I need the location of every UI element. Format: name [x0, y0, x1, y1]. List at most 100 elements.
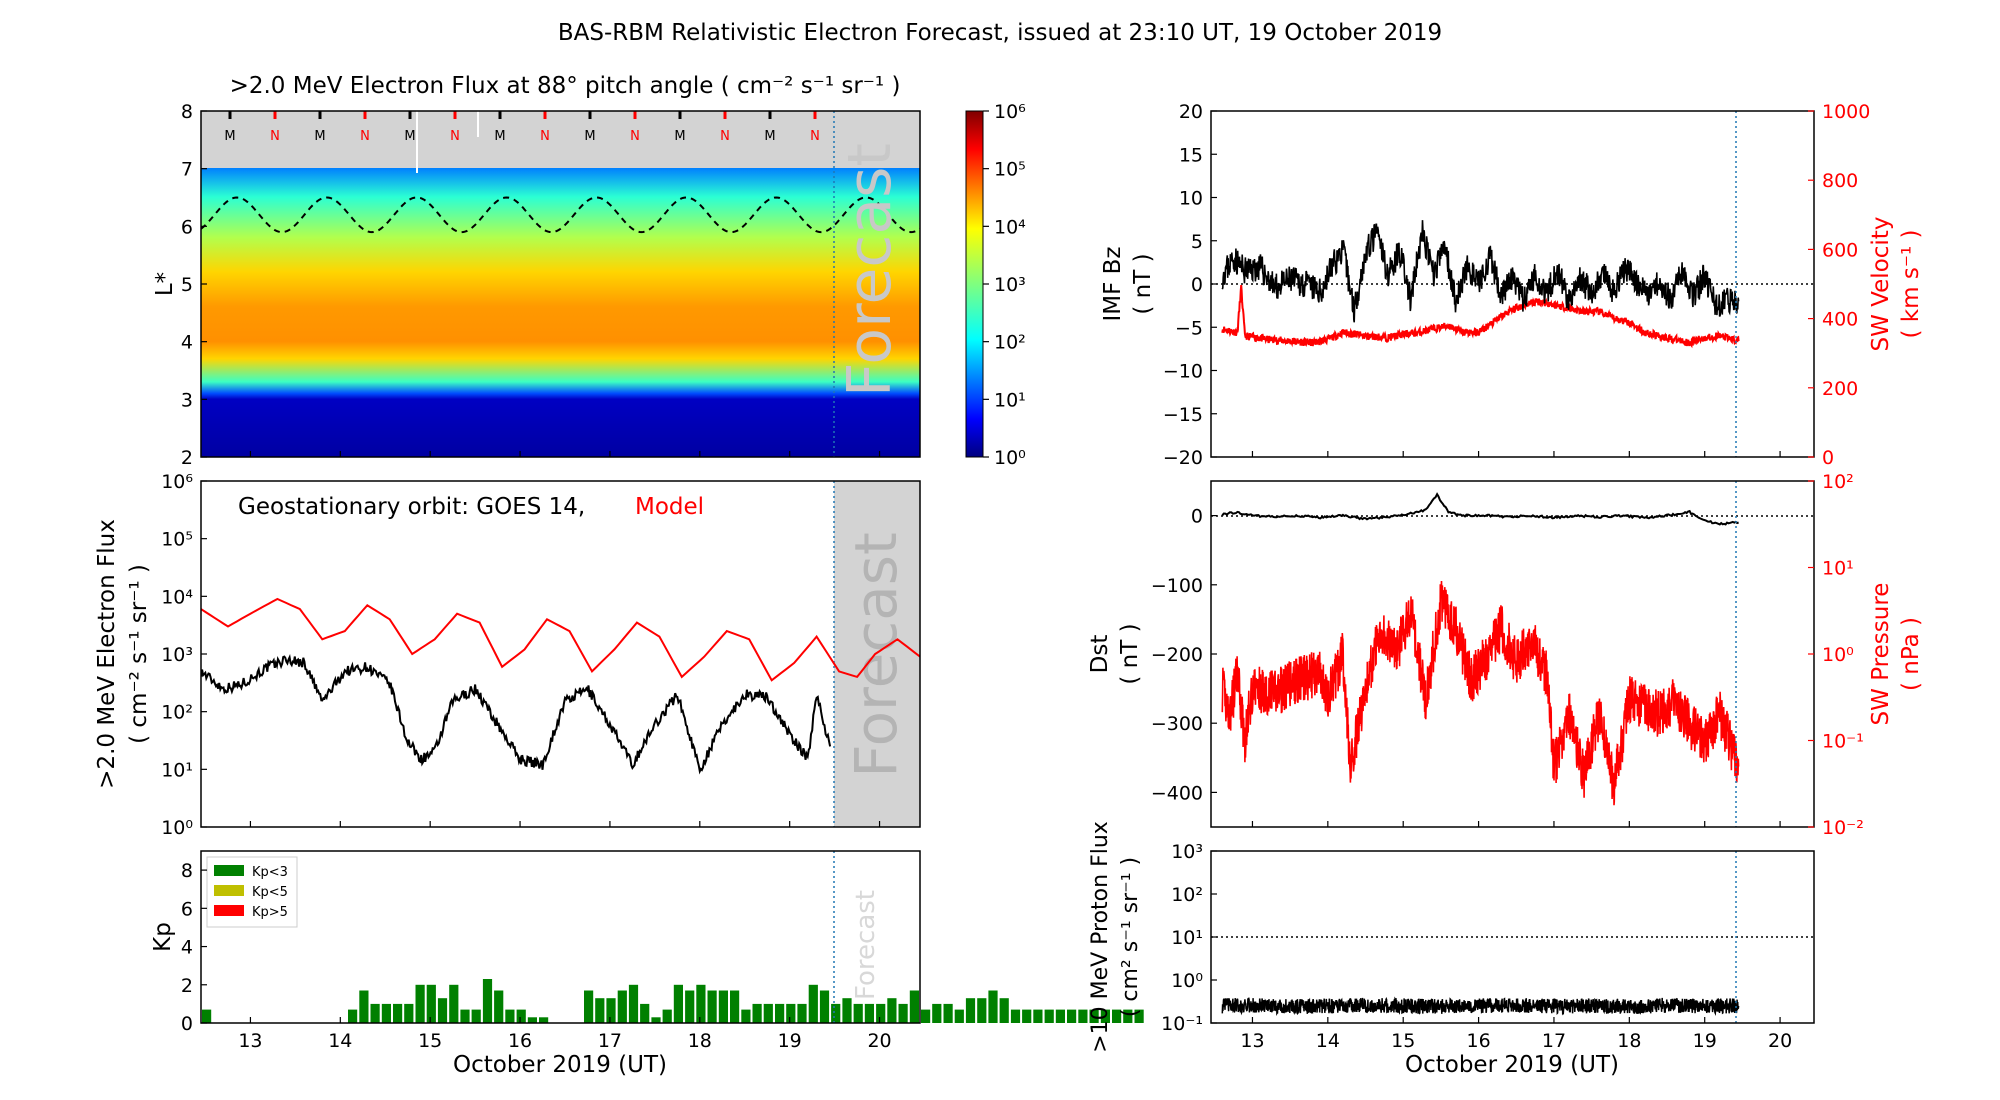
kp-bar [1089, 1009, 1099, 1023]
kp-bar [786, 1003, 796, 1023]
heatmap-forecast-label: Forecast [835, 143, 905, 397]
proton-y-axis: 10⁻¹ 10⁰ 10¹ 10² 10³ [1161, 841, 1217, 1035]
geo-y-axis: 10⁰ 10¹ 10² 10³ 10⁴ 10⁵ 10⁶ [161, 471, 207, 839]
y-tick-label: 10¹ [1171, 927, 1203, 949]
kp-bar [887, 998, 897, 1023]
colorbar-tick-label: 10² [994, 332, 1026, 354]
imf-series [1221, 220, 1740, 349]
kp-bar [415, 984, 425, 1023]
right-xlabel: October 2019 (UT) [1405, 1052, 1619, 1078]
kp-bar [797, 1003, 807, 1023]
y-tick-label: 7 [181, 159, 193, 181]
y-tick-label: 10³ [1171, 841, 1203, 863]
kp-legend-swatch-low [214, 865, 244, 876]
geo-annotation-model: Model [635, 494, 704, 520]
kp-bar [1078, 1009, 1088, 1023]
kp-bar [1134, 1009, 1144, 1023]
y-tick-label: 10² [1822, 471, 1854, 493]
y-tick-label: 0 [1191, 274, 1203, 296]
heatmap-y-axis: 2 3 4 5 6 7 8 [181, 101, 207, 469]
kp-bar [505, 1009, 515, 1023]
x-tick-label: 15 [1391, 1030, 1415, 1052]
y-tick-label: 10⁰ [1171, 970, 1203, 992]
kp-bar [853, 1003, 863, 1023]
y-tick-label: 10² [161, 702, 193, 724]
colorbar-tick-label: 10⁵ [994, 159, 1026, 181]
imf-ylabel-units: ( nT ) [1130, 253, 1156, 314]
y-tick-label: −20 [1163, 447, 1203, 469]
kp-bar [1033, 1009, 1043, 1023]
y-tick-label: 400 [1822, 309, 1858, 331]
geo-ylabel: >2.0 MeV Electron Flux [94, 519, 120, 789]
y-tick-label: 8 [181, 860, 193, 882]
imf-ylabel-right: SW Velocity [1868, 217, 1894, 352]
kp-bar [471, 1009, 481, 1023]
x-tick-label: 20 [867, 1030, 891, 1052]
kp-bar [516, 1009, 526, 1023]
kp-bar [1055, 1009, 1065, 1023]
y-tick-label: 10¹ [1822, 558, 1854, 580]
kp-bar [651, 1017, 661, 1023]
x-tick-label: 13 [1240, 1030, 1264, 1052]
kp-bar [617, 990, 627, 1023]
kp-bars [202, 979, 1144, 1023]
geo-forecast-label: Forecast [842, 532, 910, 777]
y-tick-label: −400 [1151, 782, 1203, 804]
proton-series [1221, 996, 1740, 1017]
y-tick-label: 2 [181, 447, 193, 469]
proton-x-axis: 13 14 15 16 17 18 19 20 [1240, 1017, 1792, 1052]
orbit-marker-label: N [630, 129, 640, 144]
y-tick-label: −15 [1163, 404, 1203, 426]
x-tick-label: 17 [598, 1030, 622, 1052]
dst-ylabel-right: SW Pressure [1868, 583, 1894, 726]
kp-bar [1044, 1009, 1054, 1023]
orbit-marker-label: M [314, 129, 325, 144]
kp-bar [381, 1003, 391, 1023]
geo-ylabel-units: ( cm⁻² s⁻¹ sr⁻¹ ) [126, 564, 152, 744]
kp-bar [954, 1009, 964, 1023]
y-tick-label: 10⁵ [161, 529, 193, 551]
kp-bar [808, 984, 818, 1023]
dst-line [1221, 492, 1739, 526]
x-tick-label: 19 [778, 1030, 802, 1052]
kp-bar [718, 990, 728, 1023]
y-tick-label: 600 [1822, 239, 1858, 261]
kp-legend-mid: Kp<5 [252, 885, 288, 900]
y-tick-label: 15 [1179, 144, 1203, 166]
x-tick-label: 14 [1316, 1030, 1340, 1052]
y-tick-label: 10¹ [161, 759, 193, 781]
y-tick-label: 20 [1179, 101, 1203, 123]
kp-bar [426, 984, 436, 1023]
lstar-heatmap-panel: >2.0 MeV Electron Flux at 88° pitch angl… [152, 73, 1026, 469]
imf-ylabel: IMF Bz [1100, 246, 1126, 321]
kp-bar [1123, 1009, 1133, 1023]
colorbar-ticks: 10⁰ 10¹ 10² 10³ 10⁴ 10⁵ 10⁶ [983, 101, 1026, 469]
proton-ylabel-units: ( cm² s⁻¹ sr⁻¹ ) [1118, 857, 1143, 1017]
left-xlabel: October 2019 (UT) [453, 1052, 667, 1078]
proton-flux-line [1221, 996, 1740, 1017]
x-tick-label: 17 [1542, 1030, 1566, 1052]
y-tick-label: −100 [1151, 575, 1203, 597]
y-tick-label: 10² [1171, 884, 1203, 906]
kp-bar [775, 1003, 785, 1023]
proton-panel: 10⁻¹ 10⁰ 10¹ 10² 10³ 13 14 15 16 17 18 19 20 >10 Me… [1088, 821, 1815, 1078]
dst-series [1221, 492, 1740, 806]
kp-bar [876, 1003, 886, 1023]
kp-legend-high: Kp>5 [252, 905, 288, 920]
x-tick-label: 16 [508, 1030, 532, 1052]
kp-bar [584, 990, 594, 1023]
y-tick-label: −300 [1151, 713, 1203, 735]
kp-ylabel: Kp [150, 922, 176, 952]
orbit-marker-label: N [270, 129, 280, 144]
dst-ylabel-units: ( nT ) [1117, 623, 1143, 684]
colorbar-tick-label: 10¹ [994, 389, 1026, 411]
colorbar-tick-label: 10³ [994, 274, 1026, 296]
x-tick-label: 19 [1693, 1030, 1717, 1052]
y-tick-label: 0 [1191, 506, 1203, 528]
dst-x-ticks [1251, 821, 1781, 827]
kp-panel: Forecast Kp<3 Kp<5 Kp>5 0 2 4 6 8 13 14 15 16 17… [150, 850, 1144, 1078]
kp-bar [393, 1003, 403, 1023]
orbit-marker-label: M [224, 129, 235, 144]
